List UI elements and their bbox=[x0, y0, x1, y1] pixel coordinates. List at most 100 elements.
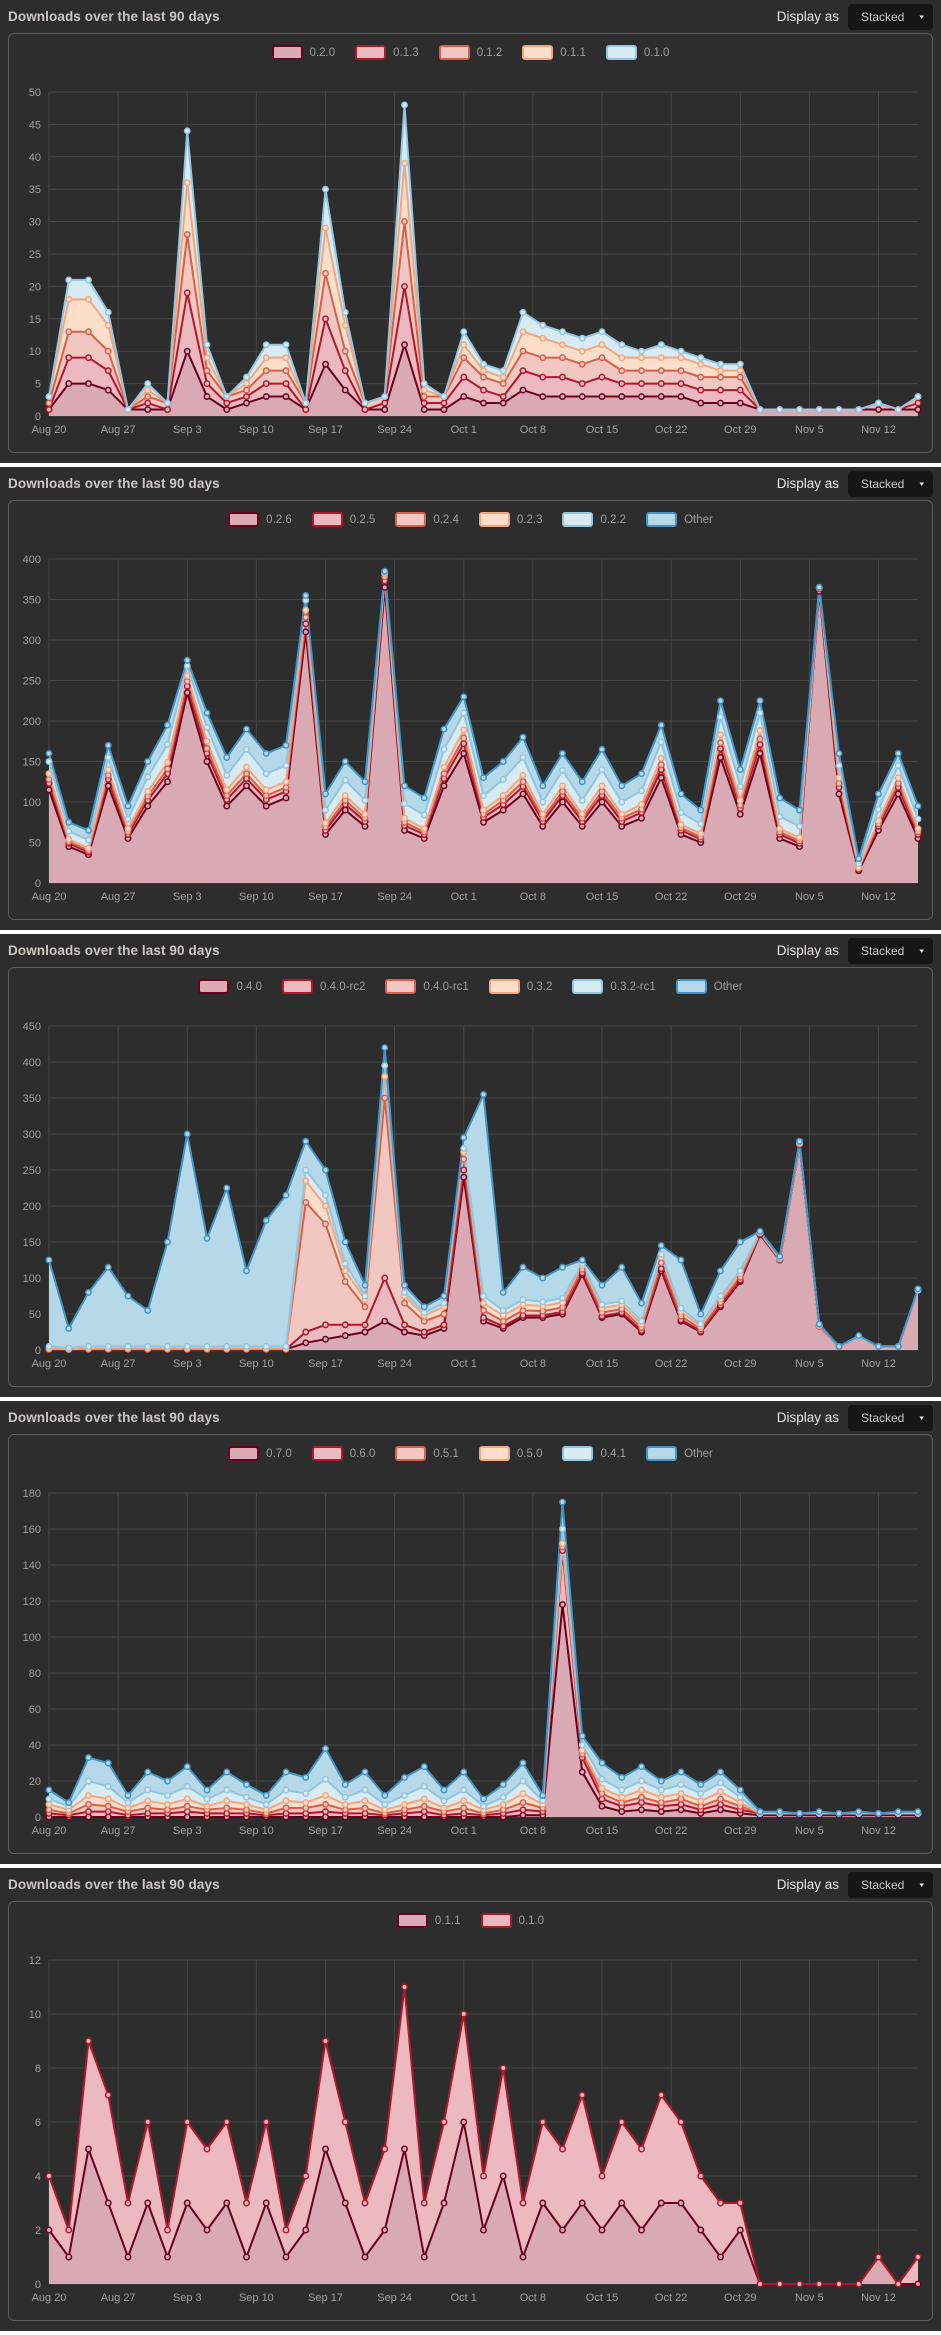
data-point-marker bbox=[559, 1263, 566, 1271]
data-point-marker bbox=[460, 1144, 468, 1152]
data-point-marker bbox=[302, 613, 310, 621]
data-point-marker bbox=[598, 1790, 606, 1798]
data-point-marker bbox=[460, 1173, 468, 1181]
legend-series-label: Other bbox=[684, 513, 713, 526]
data-point-marker bbox=[736, 783, 744, 791]
display-as-select[interactable]: Stacked bbox=[848, 3, 933, 30]
data-point-marker bbox=[460, 726, 468, 734]
data-point-marker bbox=[638, 1806, 645, 1814]
data-point-marker bbox=[401, 1791, 408, 1799]
data-point-marker bbox=[480, 792, 487, 799]
data-point-marker bbox=[322, 224, 329, 232]
data-point-marker bbox=[45, 1786, 53, 1794]
data-point-marker bbox=[914, 802, 922, 810]
data-point-marker bbox=[717, 731, 724, 739]
data-point-marker bbox=[361, 1321, 369, 1329]
data-point-marker bbox=[341, 1267, 349, 1275]
data-point-marker bbox=[539, 321, 547, 329]
data-point-marker bbox=[164, 1238, 171, 1246]
data-point-marker bbox=[480, 1314, 487, 1322]
data-point-marker bbox=[875, 399, 882, 407]
data-point-marker bbox=[638, 1786, 645, 1794]
y-tick-label: 60 bbox=[29, 1704, 41, 1716]
display-as-control: Display as Stacked ▾ bbox=[777, 1871, 933, 1898]
data-point-marker bbox=[460, 693, 468, 701]
data-point-marker bbox=[618, 1297, 626, 1305]
data-point-marker bbox=[519, 328, 527, 336]
data-point-marker bbox=[243, 380, 250, 388]
data-point-marker bbox=[341, 1806, 349, 1814]
data-point-marker bbox=[539, 782, 547, 790]
y-tick-label: 100 bbox=[23, 1632, 41, 1644]
data-point-marker bbox=[144, 1786, 152, 1794]
series-markers-Other bbox=[45, 567, 922, 863]
display-as-select[interactable]: Stacked bbox=[848, 470, 933, 497]
data-point-marker bbox=[875, 406, 882, 413]
data-point-marker bbox=[519, 1799, 527, 1807]
data-point-marker bbox=[104, 1813, 112, 1821]
data-point-marker bbox=[717, 745, 724, 752]
data-point-marker bbox=[440, 406, 448, 413]
data-point-marker bbox=[322, 185, 329, 193]
x-tick-label: Sep 10 bbox=[239, 1358, 274, 1370]
y-tick-label: 35 bbox=[29, 184, 41, 196]
y-tick-label: 140 bbox=[23, 1560, 41, 1572]
data-point-marker bbox=[401, 1806, 408, 1814]
data-point-marker bbox=[756, 709, 764, 717]
axis-labels: 0 20 40 60 80 100 120 140 160 180 Aug 20 Aug 27 Sep … bbox=[23, 1488, 896, 1837]
data-point-marker bbox=[460, 2010, 468, 2018]
display-as-select[interactable]: Stacked bbox=[848, 1404, 933, 1431]
x-tick-label: Oct 29 bbox=[724, 1358, 756, 1370]
data-point-marker bbox=[815, 583, 823, 591]
x-tick-label: Nov 5 bbox=[795, 1825, 824, 1837]
chart-legend: 0.1.1 0.1.0 bbox=[9, 1913, 932, 1928]
panel-title: Downloads over the last 90 days bbox=[8, 9, 220, 24]
data-point-marker bbox=[598, 1784, 606, 1792]
x-tick-label: Oct 22 bbox=[655, 424, 687, 436]
data-point-marker bbox=[578, 380, 586, 388]
data-point-marker bbox=[104, 1342, 112, 1350]
data-point-marker bbox=[499, 1806, 507, 1814]
data-point-marker bbox=[460, 1786, 468, 1794]
data-point-marker bbox=[756, 741, 764, 748]
panel-header: Downloads over the last 90 days Display … bbox=[8, 1401, 933, 1434]
data-point-marker bbox=[717, 367, 724, 375]
legend-swatch bbox=[271, 45, 303, 60]
data-point-marker bbox=[440, 399, 448, 407]
data-point-marker bbox=[677, 1790, 685, 1798]
x-tick-label: Oct 15 bbox=[586, 2292, 618, 2304]
data-point-marker bbox=[460, 709, 468, 717]
y-tick-label: 2 bbox=[35, 2225, 41, 2237]
data-point-marker bbox=[677, 393, 685, 401]
data-point-marker bbox=[144, 1804, 152, 1812]
data-point-marker bbox=[559, 2145, 566, 2153]
data-point-marker bbox=[717, 1788, 724, 1796]
data-point-marker bbox=[361, 1804, 369, 1812]
x-tick-label: Aug 27 bbox=[101, 1825, 136, 1837]
data-point-marker bbox=[894, 779, 902, 787]
data-point-marker bbox=[282, 1804, 290, 1812]
data-point-marker bbox=[835, 406, 843, 413]
data-point-marker bbox=[894, 749, 902, 757]
data-point-marker bbox=[717, 1806, 724, 1814]
data-point-marker bbox=[420, 1317, 428, 1325]
legend-series-label: 0.6.0 bbox=[349, 1447, 376, 1460]
data-point-marker bbox=[124, 1791, 132, 1799]
data-point-marker bbox=[164, 1806, 171, 1814]
data-point-marker bbox=[243, 770, 250, 778]
panel-header: Downloads over the last 90 days Display … bbox=[8, 467, 933, 500]
legend-item: Other bbox=[646, 512, 713, 527]
display-as-select-wrap: Stacked ▾ bbox=[848, 1871, 933, 1898]
display-as-select[interactable]: Stacked bbox=[848, 1871, 933, 1898]
data-point-marker bbox=[104, 1808, 112, 1816]
data-point-marker bbox=[835, 2280, 843, 2288]
data-point-marker bbox=[519, 771, 527, 779]
data-point-marker bbox=[381, 406, 389, 413]
data-point-marker bbox=[361, 778, 369, 786]
data-point-marker bbox=[262, 2118, 270, 2126]
data-point-marker bbox=[855, 2280, 863, 2288]
display-as-control: Display as Stacked ▾ bbox=[777, 470, 933, 497]
data-point-marker bbox=[697, 1781, 705, 1789]
display-as-select[interactable]: Stacked bbox=[848, 937, 933, 964]
data-point-marker bbox=[519, 790, 527, 798]
